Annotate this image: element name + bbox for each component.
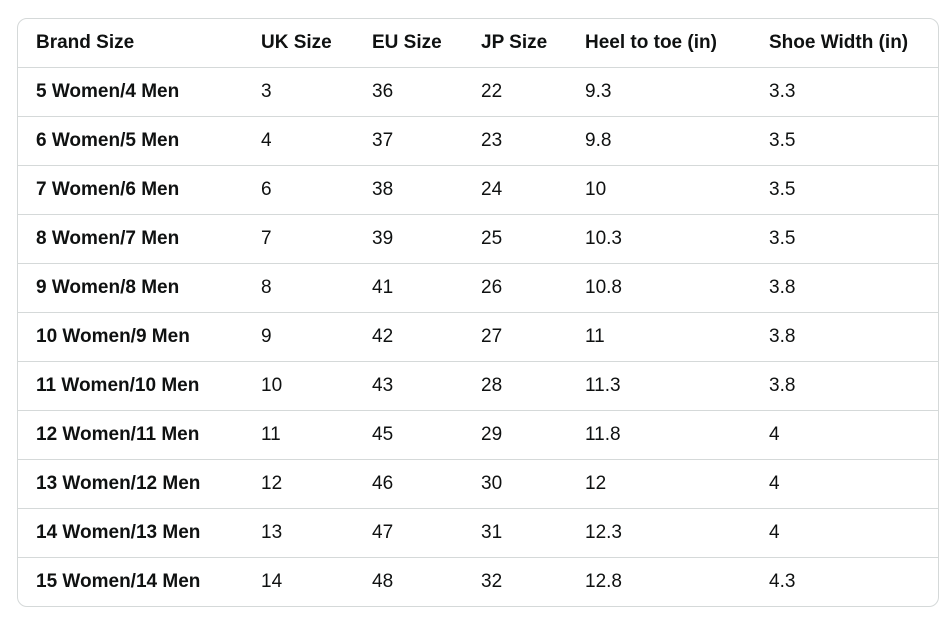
table-cell: 3.8 — [751, 312, 938, 362]
size-table: Brand Size UK Size EU Size JP Size Heel to t… — [18, 19, 938, 606]
table-row: 8 Women/7 Men 7 39 25 10.3 3.5 — [18, 214, 938, 264]
table-cell: 11 — [243, 410, 354, 460]
header-cell: JP Size — [463, 19, 567, 68]
row-label: 7 Women/6 Men — [18, 165, 243, 215]
table-cell: 26 — [463, 263, 567, 313]
table-cell: 4.3 — [769, 571, 796, 592]
row-label: 15 Women/14 Men — [36, 571, 201, 592]
table-head: Brand Size UK Size EU Size JP Size Heel to t… — [18, 19, 938, 68]
table-row: 5 Women/4 Men 3 36 22 9.3 3.3 — [18, 67, 938, 117]
row-label: 10 Women/9 Men — [18, 312, 243, 362]
row-label: 12 Women/11 Men — [18, 410, 243, 460]
table-cell: 6 — [243, 165, 354, 215]
table-cell: 42 — [354, 312, 463, 362]
table-cell: 12.8 — [585, 571, 622, 592]
table-cell: 10.8 — [567, 263, 751, 313]
row-label: 13 Women/12 Men — [18, 459, 243, 509]
table-cell: 10 — [243, 361, 354, 411]
table-cell: 3.5 — [751, 116, 938, 166]
table-cell: 11 — [567, 312, 751, 362]
header-cell: Heel to toe (in) — [567, 19, 751, 68]
row-label: 9 Women/8 Men — [18, 263, 243, 313]
table-cell: 9.8 — [567, 116, 751, 166]
table-cell: 25 — [463, 214, 567, 264]
header-cell: Shoe Width (in) — [751, 19, 938, 68]
header-row: Brand Size UK Size EU Size JP Size Heel to t… — [18, 19, 938, 68]
header-cell: Brand Size — [18, 19, 243, 68]
table-cell: 47 — [354, 508, 463, 558]
table-cell: 24 — [463, 165, 567, 215]
table-cell: 36 — [354, 67, 463, 117]
table-cell: 31 — [463, 508, 567, 558]
table-cell: 12.3 — [567, 508, 751, 558]
table-cell: 3 — [243, 67, 354, 117]
header-cell: EU Size — [354, 19, 463, 68]
table-row: 14 Women/13 Men 13 47 31 12.3 4 — [18, 508, 938, 558]
table-row: 10 Women/9 Men 9 42 27 11 3.8 — [18, 312, 938, 362]
row-label: 8 Women/7 Men — [18, 214, 243, 264]
table-container: Brand Size UK Size EU Size JP Size Heel to t… — [17, 18, 939, 607]
table-cell: 37 — [354, 116, 463, 166]
table-row: 6 Women/5 Men 4 37 23 9.8 3.5 — [18, 116, 938, 166]
table-cell: 14 — [261, 571, 283, 592]
table-cell: 3.8 — [751, 263, 938, 313]
table-cell: 22 — [463, 67, 567, 117]
table-cell: 3.5 — [751, 214, 938, 264]
table-cell: 3.8 — [751, 361, 938, 411]
table-row: 7 Women/6 Men 6 38 24 10 3.5 — [18, 165, 938, 215]
table-cell: 30 — [463, 459, 567, 509]
table-cell: 4 — [243, 116, 354, 166]
row-label: 14 Women/13 Men — [18, 508, 243, 558]
table-cell: 29 — [463, 410, 567, 460]
table-cell: 32 — [481, 571, 503, 592]
table-cell: 45 — [354, 410, 463, 460]
table-cell: 8 — [243, 263, 354, 313]
table-cell: 9.3 — [567, 67, 751, 117]
table-cell: 4 — [751, 459, 938, 509]
table-cell: 4 — [751, 508, 938, 558]
table-cell: 13 — [243, 508, 354, 558]
table-cell: 41 — [354, 263, 463, 313]
table-cell: 3.3 — [751, 67, 938, 117]
table-row: 15 Women/14 Men 14 48 32 12.8 4.3 — [18, 558, 938, 607]
table-cell: 48 — [372, 571, 394, 592]
table-cell: 12 — [567, 459, 751, 509]
table-cell: 12 — [243, 459, 354, 509]
row-label: 5 Women/4 Men — [18, 67, 243, 117]
table-cell: 10.3 — [567, 214, 751, 264]
table-body: 5 Women/4 Men 3 36 22 9.3 3.3 6 Women/5 Men 4 37… — [18, 67, 938, 607]
row-label: 11 Women/10 Men — [18, 361, 243, 411]
table-cell: 10 — [567, 165, 751, 215]
table-row: 12 Women/11 Men 11 45 29 11.8 4 — [18, 410, 938, 460]
table-cell: 39 — [354, 214, 463, 264]
table-cell: 7 — [243, 214, 354, 264]
table-cell: 27 — [463, 312, 567, 362]
table-cell: 43 — [354, 361, 463, 411]
table-cell: 9 — [243, 312, 354, 362]
table-cell: 4 — [751, 410, 938, 460]
table-row: 13 Women/12 Men 12 46 30 12 4 — [18, 459, 938, 509]
header-cell: UK Size — [243, 19, 354, 68]
row-label: 6 Women/5 Men — [18, 116, 243, 166]
table-cell: 3.5 — [751, 165, 938, 215]
table-cell: 11.8 — [567, 410, 751, 460]
table-row: 9 Women/8 Men 8 41 26 10.8 3.8 — [18, 263, 938, 313]
table-row: 11 Women/10 Men 10 43 28 11.3 3.8 — [18, 361, 938, 411]
table-cell: 23 — [463, 116, 567, 166]
table-cell: 38 — [354, 165, 463, 215]
table-cell: 46 — [354, 459, 463, 509]
table-cell: 11.3 — [567, 361, 751, 411]
table-cell: 28 — [463, 361, 567, 411]
